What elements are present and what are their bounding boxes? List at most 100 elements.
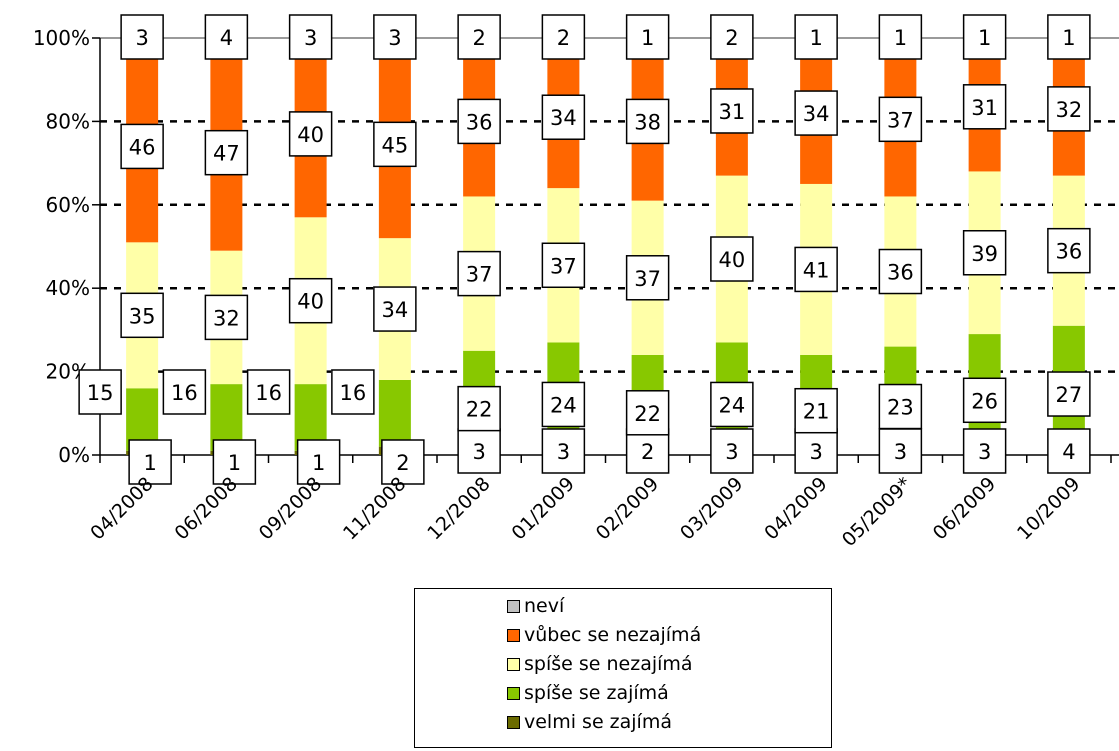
legend-item-vubec-se-nezajima: vůbec se nezajímá [507, 624, 701, 646]
data-label: 37 [634, 267, 661, 291]
data-label-box [204, 14, 249, 60]
data-label-box [204, 294, 249, 341]
data-label: 34 [803, 102, 830, 126]
data-label: 36 [1056, 240, 1083, 264]
x-tick-label: 02/2009 [592, 473, 663, 544]
data-label-box [710, 428, 754, 474]
data-label-box [246, 369, 291, 415]
x-tick-label: 04/2008 [86, 473, 157, 544]
data-label-box [120, 123, 164, 170]
data-label: 26 [971, 389, 998, 413]
data-label-box [878, 96, 923, 143]
data-label: 1 [312, 451, 325, 475]
legend-item-spise-se-nezajima: spíše se nezajímá [507, 653, 693, 675]
data-label: 21 [803, 400, 830, 424]
legend-item-nevi: neví [507, 595, 564, 617]
data-label: 3 [894, 440, 907, 464]
data-label: 31 [719, 100, 746, 124]
data-label-box [962, 230, 1007, 276]
data-label: 41 [803, 258, 830, 282]
legend-label-vubec-se-nezajima: vůbec se nezajímá [524, 624, 702, 646]
data-label-box [162, 369, 207, 415]
data-label-box [878, 248, 923, 295]
legend-label-velmi-se-zajima: velmi se zajímá [524, 711, 672, 733]
data-label: 1 [641, 26, 654, 50]
data-label-box [1047, 371, 1091, 417]
data-label-box [710, 14, 754, 60]
legend-swatch-velmi-se-zajima [507, 715, 520, 729]
data-label: 45 [382, 133, 409, 157]
data-label: 2 [641, 440, 654, 464]
data-label-box [625, 428, 670, 474]
data-label: 1 [894, 26, 907, 50]
data-label: 1 [228, 451, 241, 475]
x-tick-label: 12/2008 [423, 473, 494, 544]
chart-legend: neví vůbec se nezajímá spíše se nezajímá… [414, 588, 832, 748]
x-tick-label: 01/2009 [508, 473, 579, 544]
legend-item-spise-se-zajima: spíše se zajímá [507, 682, 669, 704]
x-tick-label: 11/2008 [339, 473, 410, 544]
data-label: 37 [466, 263, 493, 287]
data-label: 40 [719, 248, 746, 272]
data-label: 24 [719, 393, 746, 417]
data-label: 15 [87, 381, 114, 405]
data-label-box [288, 277, 333, 324]
data-label: 31 [971, 96, 998, 120]
legend-label-nevi: neví [524, 595, 565, 617]
data-label: 27 [1056, 383, 1083, 407]
data-label-box [288, 111, 333, 157]
data-label-box [120, 14, 164, 60]
x-tick-label: 06/2008 [171, 473, 242, 544]
data-label: 3 [472, 440, 485, 464]
data-label: 24 [550, 393, 577, 417]
data-label-box [625, 98, 670, 145]
data-label-box [541, 94, 586, 140]
data-label-box [120, 292, 164, 339]
data-label-box [962, 428, 1007, 474]
data-label-box [128, 439, 172, 485]
data-label-box [794, 90, 838, 136]
data-label: 40 [297, 123, 324, 147]
data-label: 2 [725, 26, 738, 50]
data-label-box [457, 98, 501, 145]
data-label-box [373, 121, 417, 168]
legend-swatch-spise-se-nezajima [507, 657, 520, 671]
x-tick-label: 10/2009 [1013, 473, 1084, 544]
x-tick-label: 09/2008 [255, 473, 326, 544]
data-label: 34 [550, 106, 577, 130]
y-tick-label: 80% [46, 109, 90, 133]
data-label: 39 [971, 242, 998, 266]
data-label-box [541, 242, 586, 289]
data-label: 34 [382, 298, 409, 322]
legend-swatch-nevi [507, 599, 520, 613]
data-label: 23 [887, 396, 914, 420]
y-tick-label: 100% [33, 26, 90, 50]
data-label-box [204, 129, 249, 176]
data-label-box [541, 381, 586, 428]
data-label: 1 [978, 26, 991, 50]
data-label: 35 [129, 304, 156, 328]
data-label: 3 [304, 26, 317, 50]
data-label-box [710, 381, 754, 428]
data-label: 3 [978, 440, 991, 464]
data-label: 3 [388, 26, 401, 50]
data-label: 37 [887, 108, 914, 132]
data-label-box [794, 428, 838, 474]
data-label: 40 [297, 290, 324, 314]
data-label-box [878, 14, 923, 60]
data-label-box [794, 387, 838, 434]
data-label-box [710, 236, 754, 282]
legend-label-spise-se-zajima: spíše se zajímá [524, 682, 669, 704]
data-label: 32 [1056, 98, 1083, 122]
data-label-box [457, 385, 501, 432]
data-label: 38 [634, 110, 661, 134]
data-label: 2 [396, 451, 409, 475]
data-label-box [625, 14, 670, 60]
data-label: 1 [1062, 26, 1075, 50]
data-label: 1 [143, 451, 156, 475]
data-label: 1 [809, 26, 822, 50]
data-label-box [457, 250, 501, 297]
x-tick-label: 03/2009 [676, 473, 747, 544]
legend-label-spise-se-nezajima: spíše se nezajímá [524, 653, 693, 675]
